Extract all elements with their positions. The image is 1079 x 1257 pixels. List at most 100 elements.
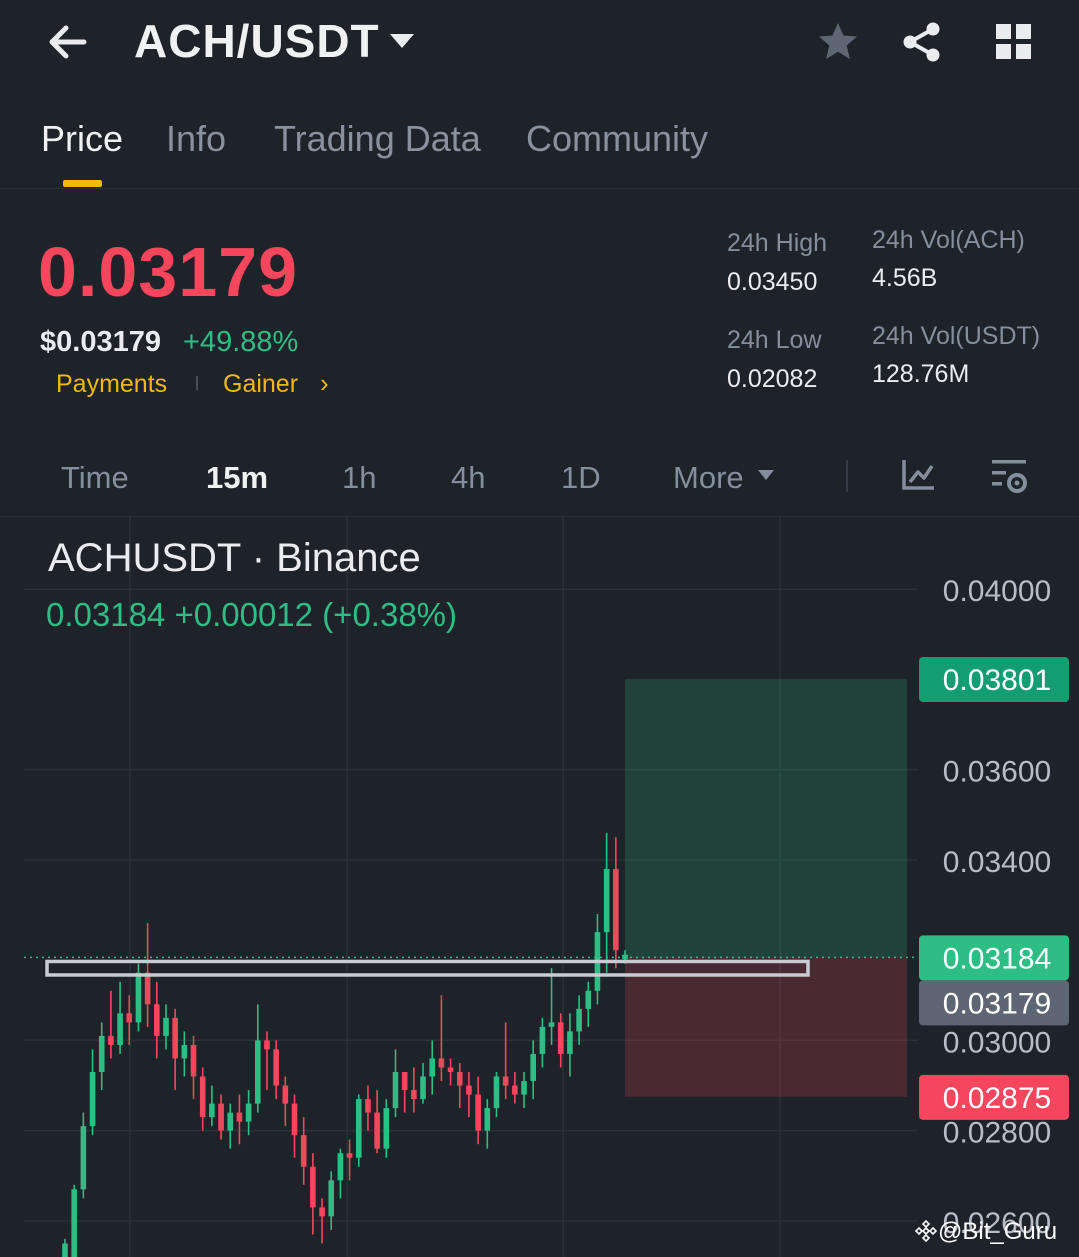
candlestick-chart[interactable]: 0.04000 0.03600 0.03400 0.03000 0.02800 0.026… <box>0 517 1079 1257</box>
price-label-last <box>919 980 1069 1026</box>
candle-body <box>576 1008 582 1032</box>
candle-body <box>328 1180 335 1217</box>
stop-loss-zone <box>625 957 907 1097</box>
candle-body <box>567 1031 573 1054</box>
price-label-stop-loss <box>919 1074 1069 1120</box>
pair-title[interactable]: ACH/USDT <box>134 15 380 67</box>
chart-title: ACHUSDT · Binance <box>48 536 421 580</box>
last-price: 0.03179 <box>38 233 299 311</box>
candle-body <box>585 990 592 1009</box>
candle-body <box>319 1207 325 1217</box>
candle-body <box>154 1004 160 1036</box>
candle-body <box>521 1081 527 1095</box>
stat-high-value: 0.03450 <box>727 268 818 296</box>
candle-body <box>98 1035 105 1072</box>
candle-body <box>172 1017 178 1059</box>
share-icon[interactable] <box>900 20 944 64</box>
candle-body <box>411 1090 417 1100</box>
divider <box>846 460 848 492</box>
candle-body <box>117 1013 123 1045</box>
candle-body <box>557 1022 564 1054</box>
candle-body <box>484 1108 491 1131</box>
tab-trading-data[interactable]: Trading Data <box>274 118 481 159</box>
interval-1d[interactable]: 1D <box>561 460 601 495</box>
watermark-text: @Bit_Guru <box>938 1218 1058 1245</box>
tag-gainer[interactable]: Gainer <box>223 370 299 398</box>
candle-body <box>227 1112 234 1131</box>
price-label-text: 0.03801 <box>943 664 1051 697</box>
tab-community[interactable]: Community <box>526 118 709 159</box>
chart-settings-icon[interactable] <box>990 456 1030 496</box>
candle-body <box>108 1035 114 1045</box>
star-icon[interactable] <box>816 20 860 64</box>
chevron-down-icon[interactable] <box>758 470 774 480</box>
candle-body <box>530 1053 536 1082</box>
candle-body <box>355 1099 362 1158</box>
candle-body <box>236 1112 243 1122</box>
candle-body <box>456 1072 463 1086</box>
candle-body <box>447 1067 454 1072</box>
chevron-right-icon[interactable]: › <box>320 368 329 398</box>
candle-body <box>383 1108 390 1149</box>
interval-more[interactable]: More <box>673 460 744 495</box>
candle-body <box>548 1022 555 1027</box>
candle-body <box>291 1103 298 1136</box>
candle-body <box>135 972 142 1023</box>
candle-body <box>401 1072 408 1091</box>
y-axis-tick-label: 0.03400 <box>943 846 1051 879</box>
stat-vol-base-label: 24h Vol(ACH) <box>872 226 1025 254</box>
chart-indicator-icon[interactable] <box>900 458 936 492</box>
active-tab-indicator <box>63 180 102 187</box>
take-profit-zone <box>625 678 907 958</box>
candle-body <box>300 1135 307 1167</box>
divider <box>0 516 1079 517</box>
candle-body <box>438 1058 445 1068</box>
divider <box>0 188 1079 189</box>
candle-body <box>420 1076 426 1100</box>
candle-body <box>502 1076 509 1086</box>
interval-1h[interactable]: 1h <box>342 460 377 495</box>
back-arrow-icon[interactable] <box>44 20 90 64</box>
candle-body <box>144 972 151 1005</box>
candle-body <box>80 1126 87 1190</box>
candle-body <box>539 1026 546 1054</box>
candle-body <box>254 1040 261 1104</box>
candle-body <box>475 1094 481 1131</box>
y-axis-tick-label: 0.03000 <box>943 1026 1051 1059</box>
candle-body <box>310 1166 316 1208</box>
candle-body <box>181 1044 188 1059</box>
interval-time[interactable]: Time <box>61 460 129 495</box>
tab-info[interactable]: Info <box>166 118 227 159</box>
stat-low-label: 24h Low <box>727 326 822 354</box>
candle-body <box>89 1072 96 1127</box>
candle-body <box>392 1072 399 1109</box>
candle-body <box>163 1017 169 1036</box>
y-axis-tick-label: 0.02800 <box>943 1117 1051 1150</box>
price-label-text: 0.03184 <box>943 942 1051 975</box>
candle-body <box>71 1189 77 1257</box>
candle-body <box>273 1049 279 1086</box>
stat-vol-quote-label: 24h Vol(USDT) <box>872 322 1041 350</box>
usd-price: $0.03179 <box>40 326 161 358</box>
tag-payments[interactable]: Payments <box>56 370 168 398</box>
candle-body <box>603 868 610 933</box>
candle-body <box>466 1085 472 1095</box>
chart-ohlc-readout: 0.03184 +0.00012 (+0.38%) <box>46 596 458 633</box>
interval-4h[interactable]: 4h <box>451 460 486 495</box>
resistance-zone-box[interactable] <box>45 959 810 977</box>
price-label-text: 0.03179 <box>943 987 1051 1020</box>
candle-body <box>374 1112 380 1149</box>
candle-body <box>62 1243 68 1257</box>
stat-high-label: 24h High <box>727 229 828 257</box>
tab-price[interactable]: Price <box>41 118 124 159</box>
change-percent: +49.88% <box>183 326 299 358</box>
candle-body <box>613 868 619 951</box>
grid-icon[interactable] <box>994 22 1034 62</box>
chevron-down-icon[interactable] <box>390 34 414 48</box>
stat-vol-base-value: 4.56B <box>872 264 938 292</box>
stat-low-value: 0.02082 <box>727 365 818 393</box>
candle-body <box>337 1153 344 1181</box>
interval-15m[interactable]: 15m <box>206 460 269 495</box>
candle-body <box>209 1103 215 1118</box>
candle-body <box>429 1058 436 1077</box>
